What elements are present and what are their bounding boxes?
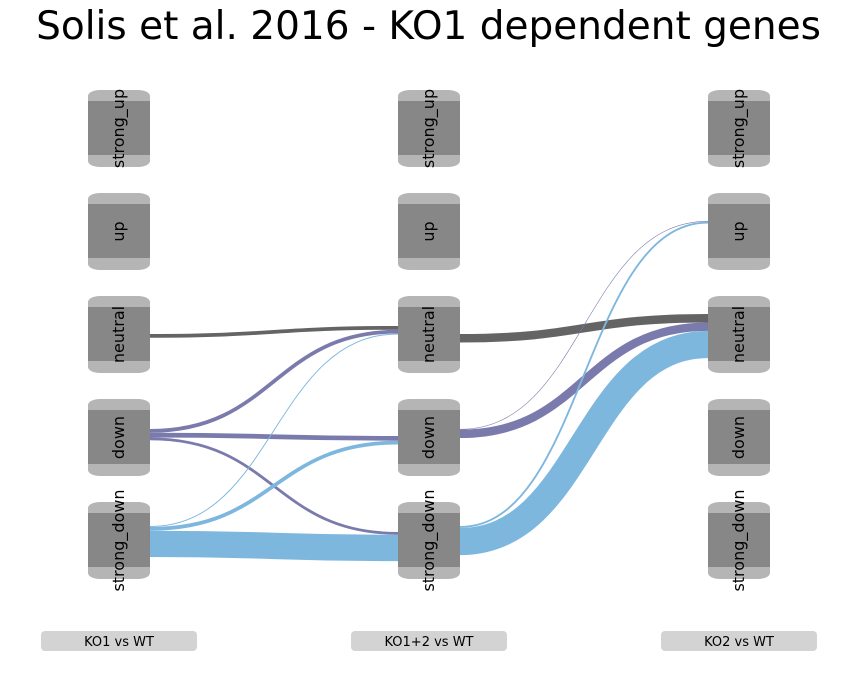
node-ko12-strong_down: strong_down — [398, 489, 460, 592]
node-body — [708, 101, 770, 155]
node-body — [708, 307, 770, 361]
node-label: strong_down — [419, 489, 439, 591]
column-label-ko12: KO1+2 vs WT — [351, 631, 507, 651]
node-ko1-strong_down: strong_down — [88, 489, 150, 592]
column-label-ko1: KO1 vs WT — [41, 631, 197, 651]
flow-0-strong_down-to-strong_down — [149, 530, 399, 562]
node-body — [398, 307, 460, 361]
flow-1-strong_down-to-neutral — [459, 330, 709, 556]
column-label-box — [351, 631, 507, 651]
flows-layer — [149, 221, 709, 562]
column-label-box — [41, 631, 197, 651]
node-body — [88, 204, 150, 258]
flow-0-strong_down-to-neutral — [149, 333, 399, 527]
column-label-text: KO2 vs WT — [704, 635, 774, 650]
node-ko12-neutral: neutral — [398, 296, 460, 373]
node-ko1-strong_up: strong_up — [88, 89, 150, 168]
node-body — [398, 204, 460, 258]
flow-1-neutral-to-neutral — [459, 314, 709, 343]
node-label: up — [419, 221, 438, 241]
node-ko12-down: down — [398, 399, 460, 476]
node-body — [88, 307, 150, 361]
node-ko1-neutral: neutral — [88, 296, 150, 373]
column-label-ko2: KO2 vs WT — [661, 631, 817, 651]
node-ko2-down: down — [708, 399, 770, 476]
node-label: down — [729, 416, 748, 459]
node-ko2-strong_up: strong_up — [708, 89, 770, 168]
node-label: neutral — [419, 306, 438, 363]
node-body — [88, 410, 150, 464]
node-body — [88, 101, 150, 155]
flow-1-down-to-up — [459, 221, 709, 430]
flow-0-down-to-neutral — [149, 329, 399, 433]
node-label: strong_down — [729, 489, 749, 591]
node-label: strong_up — [109, 89, 129, 168]
node-label: up — [109, 221, 128, 241]
node-body — [398, 410, 460, 464]
column-labels-layer: KO1 vs WT KO1+2 vs WT KO2 vs WT — [41, 631, 817, 651]
node-body — [398, 101, 460, 155]
node-ko12-strong_up: strong_up — [398, 89, 460, 168]
node-label: strong_up — [419, 89, 439, 168]
chart-title: Solis et al. 2016 - KO1 dependent genes — [36, 4, 821, 49]
node-ko2-up: up — [708, 193, 770, 270]
node-label: down — [419, 416, 438, 459]
flow-1-strong_down-to-up — [459, 221, 709, 528]
flow-1-down-to-neutral — [459, 322, 709, 439]
node-body — [88, 513, 150, 567]
flow-0-strong_down-to-down — [149, 440, 399, 531]
node-label: neutral — [729, 306, 748, 363]
node-label: strong_down — [109, 489, 129, 591]
node-label: down — [109, 416, 128, 459]
column-label-text: KO1 vs WT — [84, 635, 154, 650]
node-ko1-up: up — [88, 193, 150, 270]
node-label: up — [729, 221, 748, 241]
column-label-text: KO1+2 vs WT — [384, 635, 473, 650]
node-label: strong_up — [729, 89, 749, 168]
column-label-box — [661, 631, 817, 651]
node-body — [708, 513, 770, 567]
node-body — [708, 204, 770, 258]
node-body — [398, 513, 460, 567]
flow-0-down-to-down — [149, 432, 399, 441]
node-ko1-down: down — [88, 399, 150, 476]
node-label: neutral — [109, 306, 128, 363]
node-ko12-up: up — [398, 193, 460, 270]
node-ko2-neutral: neutral — [708, 296, 770, 373]
node-body — [708, 410, 770, 464]
flow-0-neutral-to-neutral — [149, 326, 399, 338]
node-ko2-strong_down: strong_down — [708, 489, 770, 592]
